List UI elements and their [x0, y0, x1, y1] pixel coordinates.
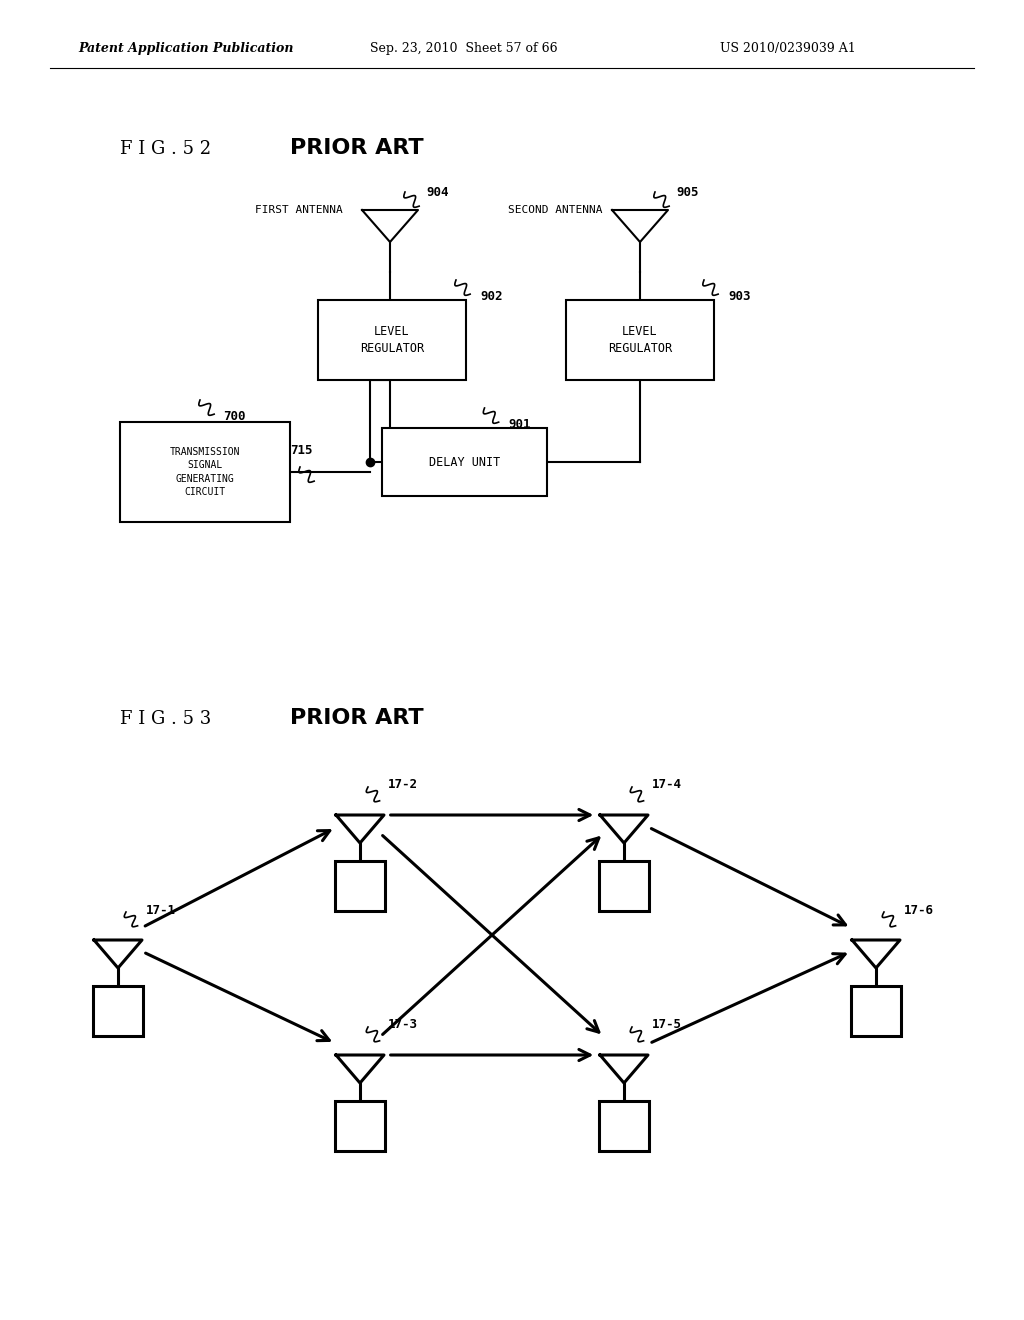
- Bar: [382, 428, 547, 496]
- Text: 700: 700: [223, 409, 246, 422]
- Text: 902: 902: [480, 289, 503, 302]
- Text: PRIOR ART: PRIOR ART: [290, 139, 424, 158]
- Text: US 2010/0239039 A1: US 2010/0239039 A1: [720, 42, 856, 55]
- Text: 905: 905: [676, 186, 698, 198]
- Text: 904: 904: [426, 186, 449, 198]
- Bar: [599, 1101, 649, 1151]
- Text: 17-3: 17-3: [388, 1019, 418, 1031]
- Text: TRANSMISSION
SIGNAL
GENERATING
CIRCUIT: TRANSMISSION SIGNAL GENERATING CIRCUIT: [170, 447, 241, 496]
- Text: FIRST ANTENNA: FIRST ANTENNA: [255, 205, 343, 215]
- Bar: [599, 861, 649, 911]
- Text: 17-4: 17-4: [652, 779, 682, 792]
- Text: DELAY UNIT: DELAY UNIT: [429, 455, 500, 469]
- Text: 17-2: 17-2: [388, 779, 418, 792]
- Bar: [93, 986, 143, 1036]
- Text: PRIOR ART: PRIOR ART: [290, 708, 424, 729]
- Text: 17-6: 17-6: [904, 903, 934, 916]
- Text: 901: 901: [509, 417, 531, 430]
- Text: F I G . 5 2: F I G . 5 2: [120, 140, 211, 158]
- Text: LEVEL
REGULATOR: LEVEL REGULATOR: [608, 325, 672, 355]
- Text: 17-1: 17-1: [146, 903, 176, 916]
- Bar: [335, 861, 385, 911]
- Text: 17-5: 17-5: [652, 1019, 682, 1031]
- Bar: [318, 300, 466, 380]
- Bar: [566, 300, 714, 380]
- Text: LEVEL
REGULATOR: LEVEL REGULATOR: [360, 325, 424, 355]
- Text: F I G . 5 3: F I G . 5 3: [120, 710, 211, 729]
- Text: Patent Application Publication: Patent Application Publication: [78, 42, 294, 55]
- Bar: [335, 1101, 385, 1151]
- Text: 715: 715: [290, 444, 312, 457]
- Text: Sep. 23, 2010  Sheet 57 of 66: Sep. 23, 2010 Sheet 57 of 66: [370, 42, 558, 55]
- Text: SECOND ANTENNA: SECOND ANTENNA: [508, 205, 602, 215]
- Bar: [120, 422, 290, 521]
- Text: 903: 903: [728, 289, 751, 302]
- Bar: [851, 986, 901, 1036]
